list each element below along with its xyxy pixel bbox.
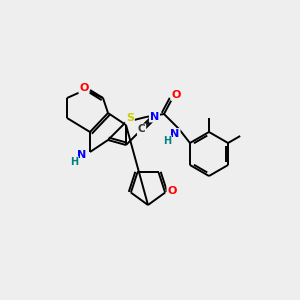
Text: H: H — [163, 136, 171, 146]
Text: N: N — [150, 112, 159, 122]
Text: C: C — [138, 124, 146, 134]
Text: S: S — [126, 113, 134, 123]
Text: O: O — [171, 90, 181, 100]
Text: O: O — [79, 83, 89, 93]
Text: N: N — [77, 150, 87, 160]
Text: H: H — [70, 157, 78, 167]
Text: N: N — [170, 129, 180, 139]
Text: O: O — [167, 186, 177, 196]
